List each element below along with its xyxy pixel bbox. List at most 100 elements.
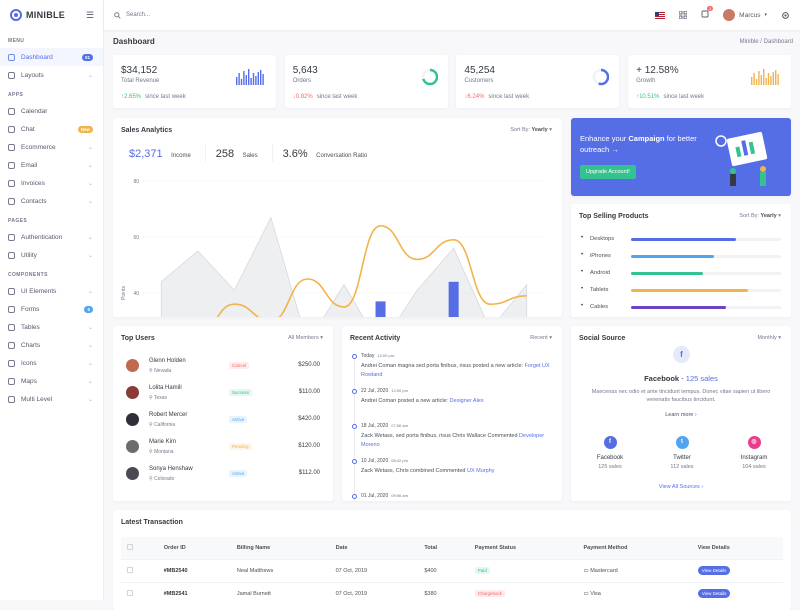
select-all-cell [121, 537, 158, 560]
order-id[interactable]: #MB2541 [157, 582, 231, 605]
order-id[interactable]: #MB2540 [157, 559, 231, 583]
upgrade-account-button[interactable]: Upgrade Account! [580, 165, 636, 179]
sidebar-item-icons[interactable]: Icons ⌄ [0, 354, 103, 372]
column-header: Payment Status [468, 537, 578, 560]
sidebar-item-email[interactable]: Email ⌄ [0, 156, 103, 174]
user-amount: $250.00 [298, 362, 320, 368]
map-pin-icon: ⚲ [149, 368, 155, 374]
card-title: Latest Transaction [121, 519, 183, 526]
progress-track [631, 255, 781, 258]
stat-change-value: 10.51% [639, 94, 660, 100]
user-row[interactable]: Lolita Hamill ⚲ Texas Success $110.00 [113, 383, 333, 405]
select-all-checkbox[interactable] [127, 544, 133, 550]
user-row[interactable]: Robert Mercer ⚲ California Active $420.00 [113, 410, 333, 432]
product-row: • Android [571, 269, 791, 279]
sidebar-item-utility[interactable]: Utility ⌄ [0, 246, 103, 264]
sidebar-item-calendar[interactable]: Calendar [0, 102, 103, 120]
column-header: Total [418, 537, 469, 560]
search-input[interactable]: Search... [126, 12, 151, 18]
status-badge: Chargeback [474, 590, 506, 597]
stat-since: since last week [663, 94, 705, 100]
user-row[interactable]: Sonya Henshaw ⚲ Colorado Active $112.00 [113, 464, 333, 486]
chevron-down-icon: ⌄ [87, 180, 93, 187]
sidebar-item-layouts[interactable]: Layouts ⌄ [0, 66, 103, 84]
promo-illustration [715, 131, 768, 186]
chevron-down-icon: ▾ [549, 335, 552, 341]
menu-toggle-icon[interactable]: ☰ [86, 10, 95, 20]
sidebar-item-tables[interactable]: Tables ⌄ [0, 318, 103, 336]
map-pin-icon: ⚲ [149, 476, 155, 482]
timeline-dot-icon [352, 424, 357, 429]
bullet-icon: • [581, 252, 584, 258]
sidebar-item-invoices[interactable]: Invoices ⌄ [0, 174, 103, 192]
arrow-down-icon: ↓ [464, 94, 468, 100]
desktops-bar [448, 281, 459, 317]
user-location: ⚲ Montana [149, 449, 174, 455]
breadcrumb-link[interactable]: Minible [739, 38, 759, 45]
sort-dropdown[interactable]: Sort By: Yearly ▾ [739, 213, 781, 219]
sidebar-item-charts[interactable]: Charts ⌄ [0, 336, 103, 354]
user-row[interactable]: Glenn Holden ⚲ Nevada Cancel $250.00 [113, 356, 333, 378]
gear-icon[interactable] [781, 11, 790, 20]
activity-item: 18 Jul, 2020 07:56 am Zack Wetass, sed por… [342, 423, 562, 455]
sidebar-item-ui-elements[interactable]: UI Elements ⌄ [0, 282, 103, 300]
billing-name: Jamal Burnett [230, 582, 330, 605]
activity-filter-dropdown[interactable]: Recent ▾ [530, 335, 552, 341]
sidebar-item-chat[interactable]: Chat New [0, 120, 103, 138]
activity-link[interactable]: Developer Moreno [361, 433, 545, 448]
y-tick-label: 80 [133, 179, 139, 185]
apps-grid-icon[interactable] [679, 11, 688, 19]
stat-label: Growth [636, 78, 656, 84]
app-logo[interactable]: MINIBLE [0, 0, 103, 30]
sidebar-item-dashboard[interactable]: Dashboard 01 [0, 48, 103, 66]
social-source-instagram[interactable]: ◎ Instagram 104 sales [724, 436, 784, 470]
kpi-label: Income [171, 153, 191, 159]
promo-text-c: for better outreach [580, 134, 697, 154]
language-flag-icon[interactable] [655, 11, 666, 19]
row-checkbox[interactable] [127, 590, 133, 596]
social-filter-dropdown[interactable]: Monthly ▾ [757, 335, 781, 341]
sidebar-item-contacts[interactable]: Contacts ⌄ [0, 192, 103, 210]
social-headline-name: Facebook [644, 374, 680, 383]
row-select-cell [121, 559, 158, 583]
notification-button[interactable]: 3 [701, 6, 714, 20]
menu-section-title: COMPONENTS [8, 272, 48, 278]
activity-link[interactable]: Designer Alex [449, 398, 484, 404]
search-box[interactable]: Search... [114, 11, 151, 19]
user-row[interactable]: Marie Kim ⚲ Montana Pending $120.00 [113, 437, 333, 459]
row-checkbox[interactable] [127, 567, 133, 573]
sort-dropdown[interactable]: Sort By: Yearly ▾ [510, 127, 552, 133]
activity-date-value: 10 Jul, 2020 [361, 458, 389, 464]
view-all-sources-link[interactable]: View All Sources › [571, 484, 791, 490]
activity-date-value: Today [361, 353, 375, 359]
user-location: ⚲ Colorado [149, 476, 174, 482]
sidebar-item-forms[interactable]: Forms 6 [0, 300, 103, 318]
learn-more-link[interactable]: Learn more › [571, 412, 791, 418]
view-details-button[interactable]: View Details [697, 566, 731, 575]
order-total: $400 [418, 559, 469, 583]
bell-icon [701, 10, 709, 18]
view-details-button[interactable]: View Details [697, 589, 731, 598]
filter-value: Monthly [757, 335, 777, 341]
social-source-facebook[interactable]: f Facebook 125 sales [580, 436, 640, 470]
user-menu[interactable]: Marcus ▾ [723, 9, 767, 21]
product-row: • Tablets [571, 286, 791, 296]
activity-link[interactable]: Forget UX Rowland [361, 363, 550, 378]
sidebar-item-ecommerce[interactable]: Ecommerce ⌄ [0, 138, 103, 156]
stat-card-customers: 45,254 Customers ↓6.24% since last week [456, 55, 620, 108]
sidebar-item-authentication[interactable]: Authentication ⌄ [0, 228, 103, 246]
credit-card-icon: ▭ [583, 591, 591, 597]
social-source-twitter[interactable]: t Twitter 112 sales [652, 436, 712, 470]
sidebar-item-multi-level[interactable]: Multi Level ⌄ [0, 390, 103, 408]
chevron-down-icon: ▾ [764, 12, 767, 18]
stat-change: ↑2.65% [121, 94, 141, 100]
payment-method: Mastercard [590, 568, 618, 574]
filter-value: Recent [530, 335, 548, 341]
stat-change-value: 0.82% [295, 94, 313, 100]
members-filter-dropdown[interactable]: All Members ▾ [288, 335, 323, 341]
sidebar-item-maps[interactable]: Maps ⌄ [0, 372, 103, 390]
activity-link[interactable]: UX Murphy [466, 468, 495, 474]
social-source-card: Social Source Monthly ▾ f Facebook - 125… [571, 326, 791, 501]
credit-card-icon: ▭ [583, 568, 591, 574]
payment-method-cell: ▭ Mastercard [577, 559, 692, 583]
